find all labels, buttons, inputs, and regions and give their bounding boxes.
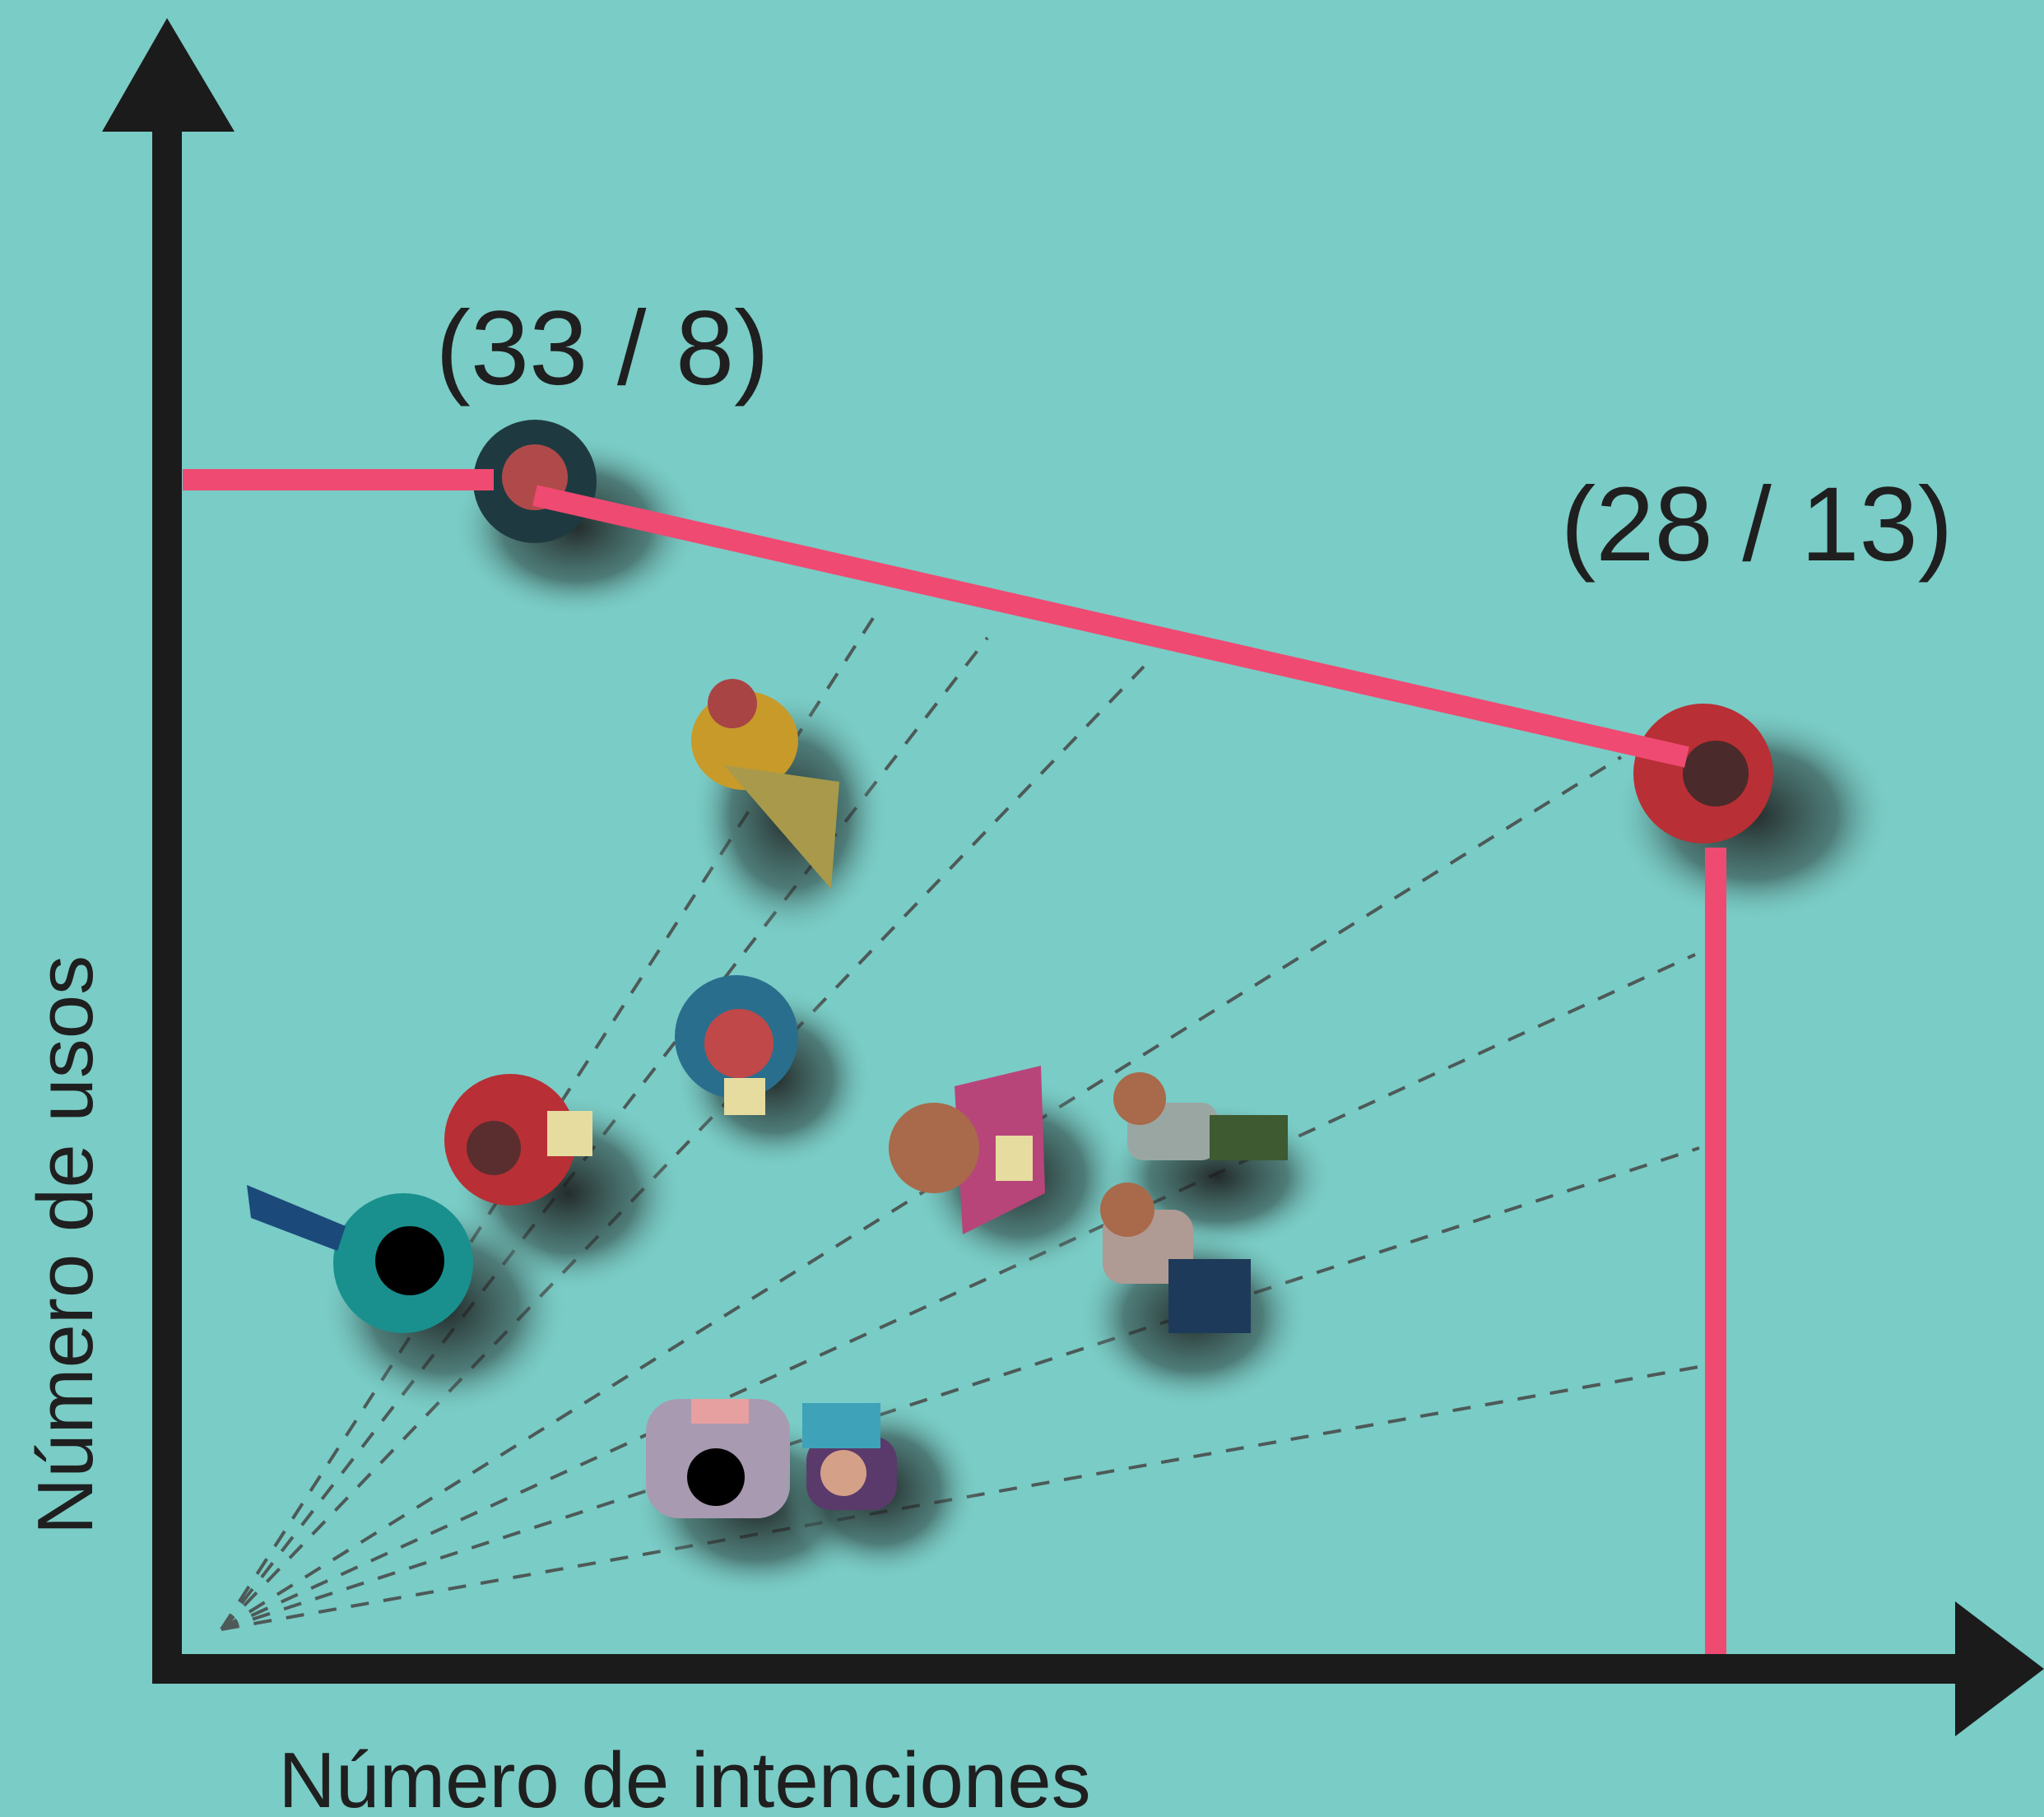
- x-axis-label: Número de intenciones: [278, 1736, 1090, 1817]
- people: [247, 420, 1893, 1596]
- y-axis-label: Número de usos: [21, 955, 109, 1535]
- point-label: (33 / 8): [435, 290, 769, 407]
- axes: [102, 18, 2044, 1736]
- point-label: (28 / 13): [1561, 466, 1953, 583]
- frontier: [183, 469, 1726, 1656]
